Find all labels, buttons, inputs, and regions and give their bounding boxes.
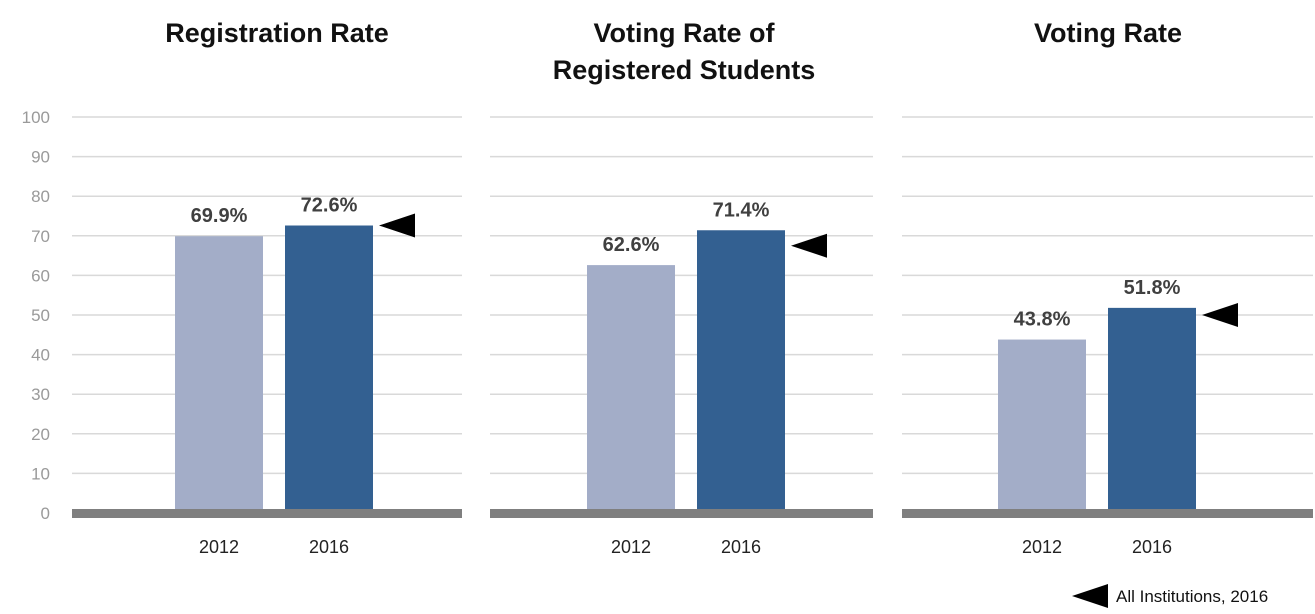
bar (285, 225, 373, 513)
baseline-axis (902, 509, 1313, 518)
y-tick-label: 80 (31, 187, 50, 206)
bar (1108, 307, 1196, 513)
baseline-axis (490, 509, 873, 518)
category-label: 2016 (1132, 537, 1172, 557)
baseline-axis (72, 509, 462, 518)
category-label: 2016 (309, 537, 349, 557)
bar (998, 339, 1086, 513)
y-tick-label: 90 (31, 148, 50, 167)
y-tick-label: 0 (41, 504, 50, 523)
bar (697, 230, 785, 514)
y-tick-label: 40 (31, 346, 50, 365)
category-label: 2012 (611, 537, 651, 557)
chart-panel: Voting Rate 43.8% 2012 51.8% 2016 (902, 18, 1313, 557)
bar (175, 236, 263, 514)
chart-title: Registered Students (553, 55, 816, 85)
chart-title: Voting Rate of (594, 18, 776, 48)
benchmark-marker (379, 213, 415, 238)
data-label: 62.6% (603, 234, 660, 256)
y-tick-label: 30 (31, 385, 50, 404)
legend-marker-icon (1072, 584, 1108, 608)
legend-label: All Institutions, 2016 (1116, 587, 1268, 606)
category-label: 2016 (721, 537, 761, 557)
y-tick-label: 10 (31, 464, 50, 483)
data-label: 43.8% (1014, 309, 1071, 331)
y-tick-label: 20 (31, 425, 50, 444)
data-label: 69.9% (191, 205, 248, 227)
legend: All Institutions, 2016 (1072, 584, 1268, 608)
bar (587, 265, 675, 513)
data-label: 71.4% (713, 199, 770, 221)
chart-panel: Registration Rate 69.9% 2012 72.6% 2016 (72, 18, 462, 557)
chart-title: Registration Rate (165, 18, 389, 48)
chart-panels: Registration Rate69.9%201272.6%2016Votin… (72, 18, 1313, 557)
data-label: 72.6% (301, 195, 358, 217)
benchmark-marker (1202, 303, 1238, 327)
y-tick-label: 50 (31, 306, 50, 325)
benchmark-marker (791, 233, 827, 258)
data-label: 51.8% (1124, 277, 1181, 299)
y-axis: 0 10 20 30 40 50 60 70 80 90 100 (22, 108, 50, 523)
chart-title: Voting Rate (1034, 18, 1182, 48)
category-label: 2012 (199, 537, 239, 557)
chart-panel: Voting Rate of Registered Students 62.6% 20… (490, 18, 873, 557)
y-tick-label: 60 (31, 266, 50, 285)
y-tick-label: 100 (22, 108, 50, 127)
y-tick-label: 70 (31, 227, 50, 246)
category-label: 2012 (1022, 537, 1062, 557)
